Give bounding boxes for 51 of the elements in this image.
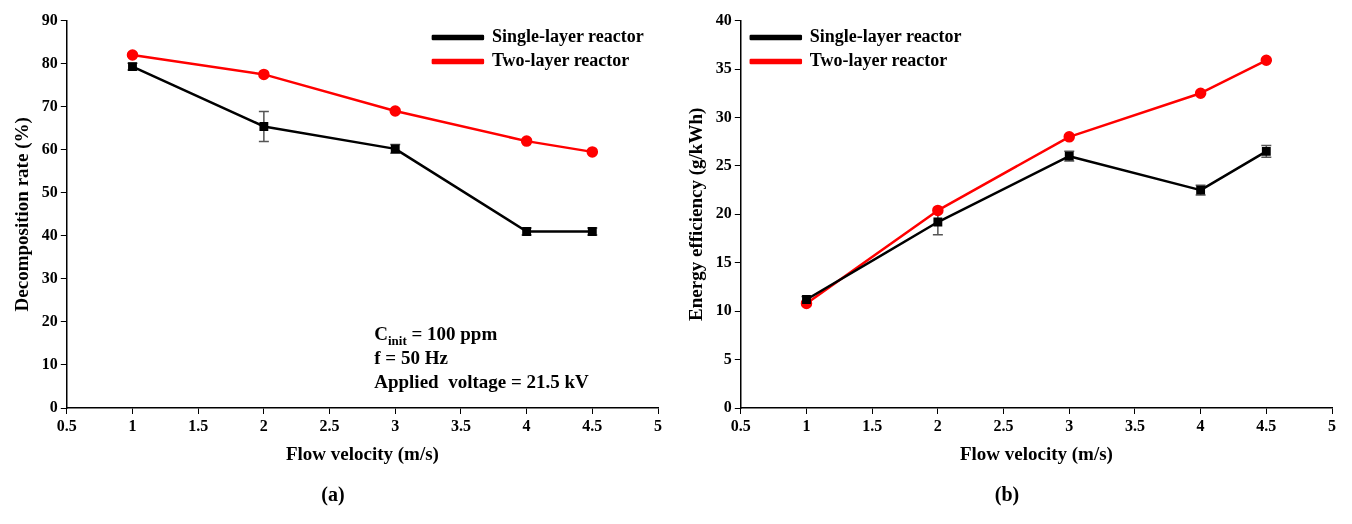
x-axis-title: Flow velocity (m/s) xyxy=(959,442,1113,465)
legend-label: Single-layer reactor xyxy=(491,26,644,47)
x-tick-label: 2.5 xyxy=(993,416,1014,434)
y-tick-label: 0 xyxy=(723,398,732,416)
y-tick-label: 20 xyxy=(41,312,58,330)
x-tick-label: 5 xyxy=(1328,416,1336,434)
x-tick-label: 2.5 xyxy=(319,416,340,434)
y-tick-label: 5 xyxy=(723,349,732,367)
x-tick-label: 1.5 xyxy=(188,416,209,434)
x-tick-label: 3.5 xyxy=(1124,416,1145,434)
x-tick-label: 5 xyxy=(654,416,662,434)
y-axis-title: Energy efficiency (g/kWh) xyxy=(685,107,708,321)
x-axis-title: Flow velocity (m/s) xyxy=(285,442,439,465)
y-tick-label: 10 xyxy=(41,355,58,373)
y-tick-label: 20 xyxy=(715,204,732,222)
y-tick-label: 15 xyxy=(715,252,732,270)
y-tick-label: 35 xyxy=(715,59,732,77)
x-tick-label: 1 xyxy=(802,416,811,434)
x-tick-label: 4 xyxy=(522,416,531,434)
text: (a) xyxy=(321,483,345,507)
x-tick-label: 1 xyxy=(128,416,137,434)
y-tick-label: 90 xyxy=(41,10,58,28)
x-tick-label: 4.5 xyxy=(582,416,603,434)
y-tick-label: 50 xyxy=(41,182,58,200)
y-tick-label: 40 xyxy=(715,10,732,28)
y-tick-label: 40 xyxy=(41,225,58,243)
x-tick-label: 0.5 xyxy=(56,416,77,434)
x-tick-label: 0.5 xyxy=(730,416,751,434)
annotation: Applied voltage = 21.5 kV xyxy=(374,371,590,392)
x-tick-label: 4 xyxy=(1196,416,1205,434)
x-tick-label: 4.5 xyxy=(1256,416,1277,434)
y-axis-title: Decomposition rate (%) xyxy=(11,117,34,312)
annotation: f = 50 Hz xyxy=(374,347,449,368)
x-tick-label: 1.5 xyxy=(862,416,883,434)
x-tick-label: 2 xyxy=(933,416,942,434)
y-tick-label: 30 xyxy=(41,269,58,287)
y-tick-label: 80 xyxy=(41,53,58,71)
y-tick-label: 70 xyxy=(41,96,58,114)
y-tick-label: 0 xyxy=(49,398,58,416)
x-tick-label: 2 xyxy=(259,416,268,434)
text: (b) xyxy=(994,483,1020,507)
legend-label: Two-layer reactor xyxy=(809,50,948,71)
y-tick-label: 60 xyxy=(41,139,58,157)
x-tick-label: 3 xyxy=(391,416,400,434)
y-tick-label: 10 xyxy=(715,301,732,319)
y-tick-label: 25 xyxy=(715,156,732,174)
legend-label: Two-layer reactor xyxy=(491,50,630,71)
x-tick-label: 3 xyxy=(1065,416,1074,434)
y-tick-label: 30 xyxy=(715,107,732,125)
legend-label: Single-layer reactor xyxy=(809,26,962,47)
x-tick-label: 3.5 xyxy=(450,416,471,434)
